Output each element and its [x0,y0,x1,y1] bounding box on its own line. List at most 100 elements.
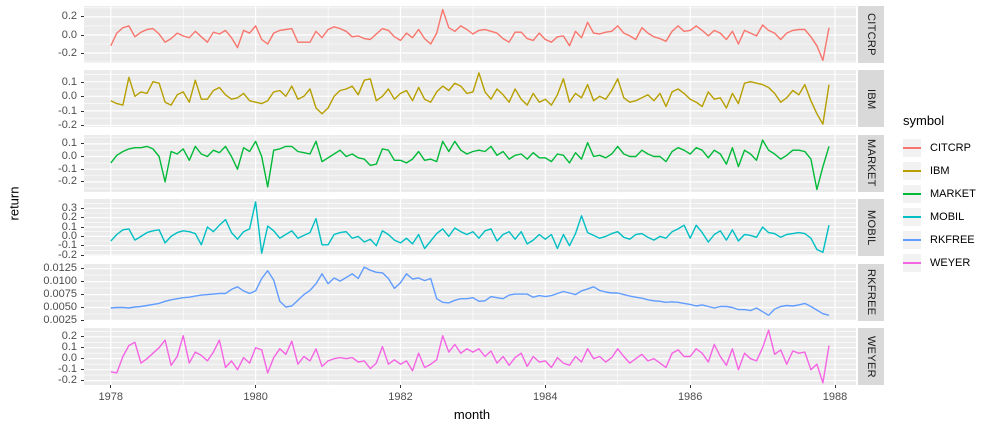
series-line-market [110,139,830,190]
y-axis-tick [81,208,84,209]
y-tick-label: 0.2 [61,10,77,23]
facet-panel-market [84,134,856,192]
y-axis-tick [81,110,84,112]
y-tick-label: -0.1 [58,239,77,252]
strip-text: IBM [865,88,877,110]
y-axis-title: return [6,186,22,221]
series-line-citcrp [110,8,830,61]
y-axis-tick [81,358,84,360]
legend-entry-rkfree: RKFREE [903,228,998,251]
x-axis-tick [255,385,257,388]
panel-background [84,263,856,321]
y-tick-label: -0.2 [58,46,77,59]
x-axis-tick [400,385,401,388]
y-axis-tick [81,16,84,18]
y-tick-label: 0.0050 [43,300,77,313]
y-axis-tick [81,336,84,338]
y-tick-label: 0.1 [61,75,77,88]
x-axis-tick [689,385,691,388]
y-axis-tick [81,125,84,127]
legend-entry-label: IBM [930,164,950,177]
y-tick-label: 0.0 [61,28,77,41]
y-axis-tick [81,34,84,36]
y-axis-tick [81,155,84,157]
legend-title: symbol [903,113,945,128]
y-axis-tick [81,96,84,98]
y-tick-label: 0.0125 [43,261,77,274]
y-axis-tick [81,52,84,54]
series-line-ibm [110,72,830,126]
y-axis-tick [81,369,84,371]
x-axis-tick [834,385,836,388]
legend-entry-label: RKFREE [930,233,975,246]
y-tick-label: 0.1 [61,220,77,233]
strip-label-citcrp: CITCRP [858,6,884,63]
legend-entry-mobil: MOBIL [903,205,998,228]
legend-entry-market: MARKET [903,182,998,205]
facet-panel-weyer [84,328,856,385]
legend-entry-citcrp: CITCRP [903,136,998,159]
y-tick-label: -0.1 [58,162,77,175]
x-tick-label: 1984 [533,391,558,403]
y-axis-tick [81,306,84,308]
y-tick-label: -0.1 [58,363,77,376]
legend-key-line [903,261,921,264]
y-tick-label: 0.3 [61,202,77,214]
y-tick-label: 0.0075 [43,287,77,300]
strip-label-ibm: IBM [858,70,884,128]
y-tick-label: 0.1 [61,341,77,354]
panel-background [84,70,856,128]
y-axis-tick [81,143,84,145]
legend-entry-label: CITCRP [930,141,971,154]
y-axis-tick [81,280,84,282]
y-axis-tick [81,267,84,269]
facet-panel-mobil [84,199,856,257]
strip-label-rkfree: RKFREE [858,263,884,321]
y-tick-label: 0.1 [61,137,77,150]
strip-text: WEYER [865,335,877,378]
y-axis-tick [81,81,84,83]
y-axis-tick [81,254,84,256]
legend-entries: CITCRP IBM MARKET MOBIL RKFREE WEYER [903,136,998,274]
facet-panel-citcrp [84,6,856,63]
y-tick-label: -0.2 [58,374,77,387]
legend-entry-label: WEYER [930,256,971,269]
y-tick-label: -0.2 [58,119,77,132]
y-tick-label: 0.0 [61,230,77,243]
x-tick-label: 1986 [677,391,703,403]
y-axis-tick [81,236,84,238]
y-tick-label: -0.2 [58,175,77,188]
strip-text: MARKET [865,139,877,188]
y-axis-tick [81,168,84,170]
x-tick-label: 1980 [243,391,268,403]
y-axis-tick [81,217,84,219]
legend-entry-ibm: IBM [903,159,998,182]
legend-key [903,184,921,203]
legend-entry-weyer: WEYER [903,251,998,274]
y-axis-tick [81,245,84,247]
facet-panel-rkfree [84,263,856,321]
y-axis-tick [81,181,84,183]
legend-key-line [903,146,921,149]
strip-label-weyer: WEYER [858,328,884,385]
y-tick-label: 0.0 [61,149,77,162]
y-axis-tick [81,293,84,295]
strip-text: CITCRP [865,13,877,56]
strip-label-market: MARKET [858,134,884,192]
series-line-mobil [110,201,830,255]
strip-text: RKFREE [865,268,877,316]
x-axis-tick [544,385,546,388]
y-axis-tick [81,347,84,349]
legend-key-line [903,169,921,172]
strip-text: MOBIL [865,209,877,246]
panel-background [84,328,856,385]
series-line-weyer [110,329,830,384]
y-tick-label: 0.0025 [43,313,77,326]
y-tick-label: -0.1 [58,104,77,117]
y-tick-label: -0.2 [58,248,77,261]
y-tick-label: 0.0 [61,90,77,103]
legend-entry-label: MOBIL [930,210,965,223]
x-axis-tick [110,385,112,388]
legend-key-line [903,238,921,241]
